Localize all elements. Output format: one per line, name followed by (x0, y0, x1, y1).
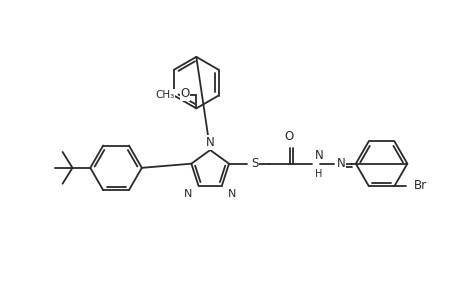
Text: H: H (314, 169, 322, 178)
Text: N: N (336, 157, 345, 170)
Text: S: S (250, 157, 257, 170)
Text: N: N (184, 189, 192, 199)
Text: Br: Br (414, 179, 426, 193)
Text: O: O (284, 130, 293, 143)
Text: N: N (205, 136, 214, 149)
Text: N: N (227, 189, 235, 199)
Text: N: N (314, 149, 323, 162)
Text: CH₃: CH₃ (155, 89, 174, 100)
Text: O: O (180, 87, 189, 100)
